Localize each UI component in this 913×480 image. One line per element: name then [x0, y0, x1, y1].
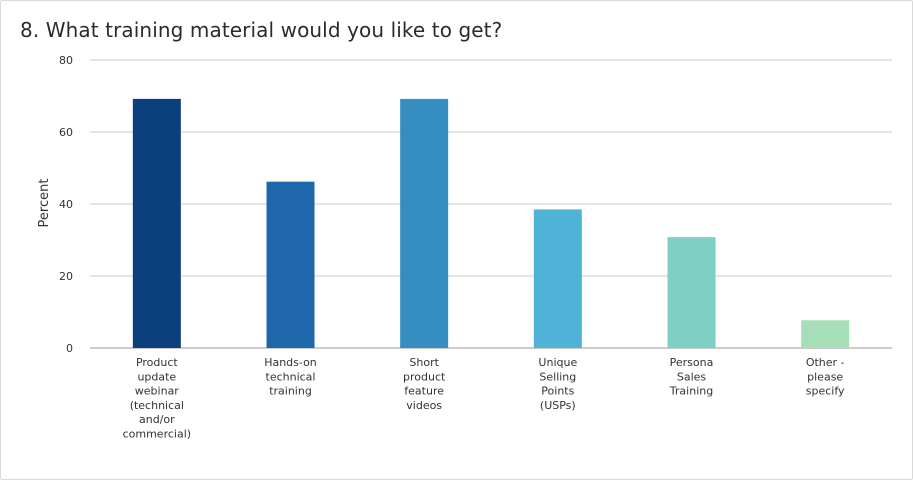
x-category-label-line: videos	[406, 399, 442, 412]
x-category-label: Hands-on technical training	[264, 356, 317, 398]
x-category-label-line: specify	[806, 385, 845, 398]
y-tick-label: 40	[59, 198, 73, 211]
x-category-label-line: Points	[541, 385, 574, 398]
x-category-label-line: (technical	[130, 399, 184, 412]
bar	[533, 209, 582, 348]
x-category-label-line: Persona	[670, 356, 714, 369]
bar	[400, 98, 449, 348]
x-category-label-line: Training	[669, 385, 713, 398]
x-category-label-line: Sales	[677, 370, 707, 383]
x-category-label-line: update	[137, 370, 176, 383]
x-category-label-line: Unique	[538, 356, 577, 369]
x-category-label-line: technical	[266, 370, 316, 383]
x-category-label-line: (USPs)	[540, 399, 576, 412]
bar	[667, 237, 716, 348]
x-category-label-line: and/or	[139, 413, 175, 426]
x-category-label: Product update webinar (technical and/or comm…	[123, 356, 191, 441]
x-category-label-line: Short	[409, 356, 439, 369]
x-category-label-line: Selling	[539, 370, 576, 383]
y-axis-title: Percent	[37, 179, 52, 228]
x-category-label-line: feature	[404, 385, 444, 398]
x-category-label: Short product feature videos	[403, 356, 446, 412]
x-category-label: Other -please specify	[806, 356, 845, 398]
x-category-label-line: Product	[136, 356, 178, 369]
x-category-label-line: product	[403, 370, 446, 383]
bar	[266, 181, 315, 348]
chart-title: 8. What training material would you like…	[20, 18, 503, 42]
x-category-label-line: Other -	[806, 356, 845, 369]
y-tick-label: 80	[59, 54, 73, 67]
y-tick-label: 0	[66, 342, 73, 355]
x-category-label-line: webinar	[135, 385, 180, 398]
x-category-label-line: Hands-on	[264, 356, 317, 369]
x-category-label-line: please	[807, 370, 843, 383]
x-category-label: Unique Selling Points (USPs)	[538, 356, 577, 412]
x-category-label-line: training	[269, 385, 312, 398]
bar	[801, 320, 850, 348]
bar	[132, 98, 181, 348]
y-tick-label: 60	[59, 126, 73, 139]
x-category-label: Persona Sales Training	[669, 356, 714, 398]
x-category-label-line: commercial)	[123, 428, 191, 441]
y-tick-label: 20	[59, 270, 73, 283]
